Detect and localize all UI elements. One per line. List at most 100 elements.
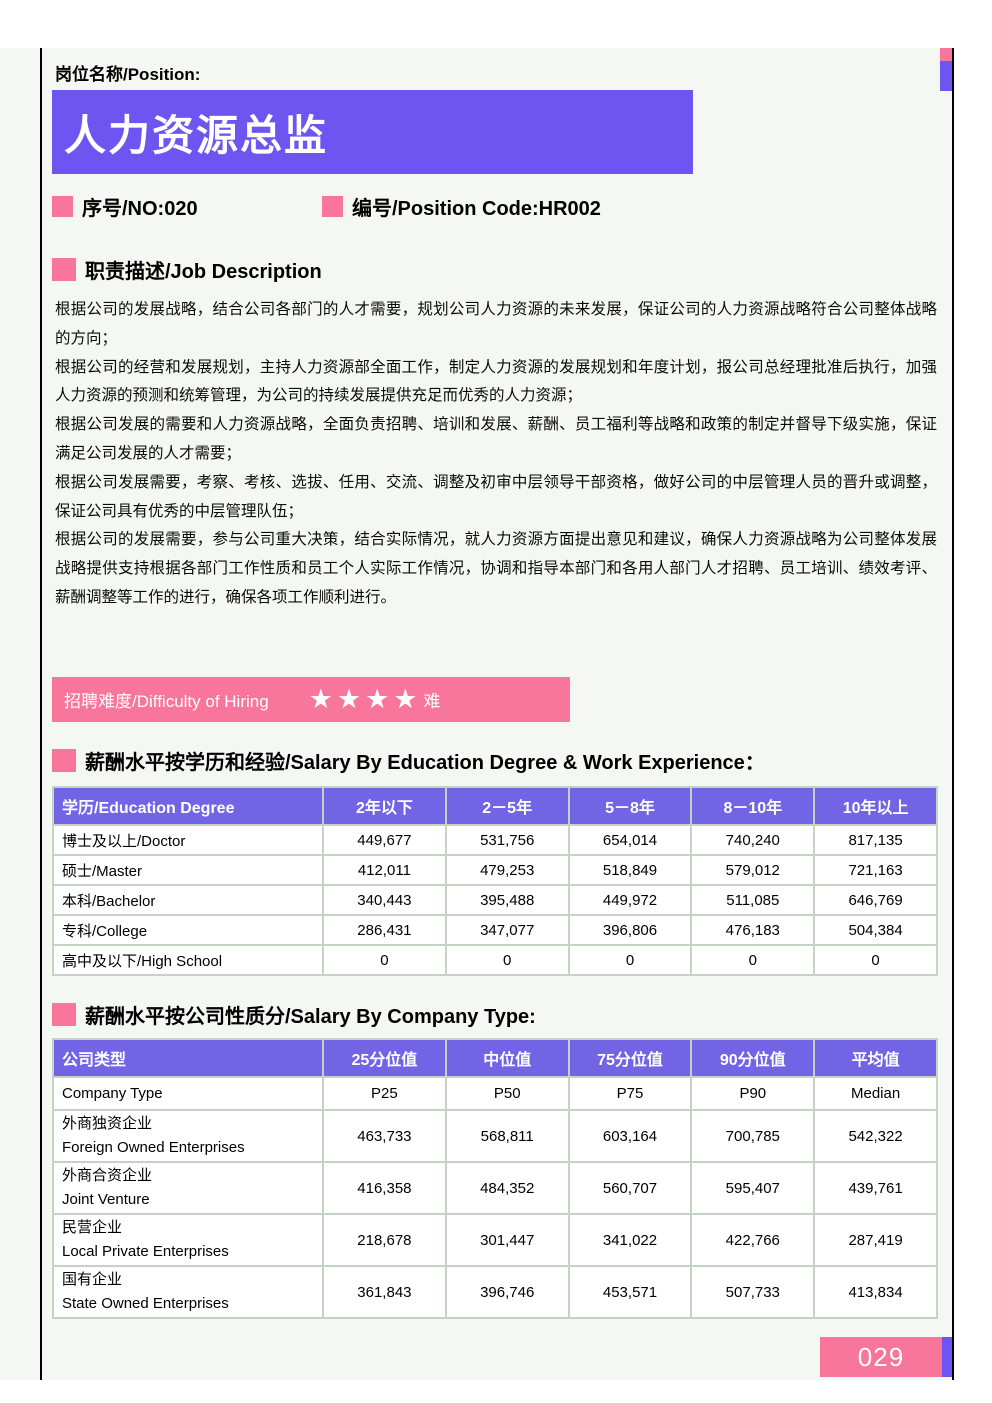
position-title-banner: 人力资源总监: [52, 90, 693, 174]
salary-cell: 568,811: [444, 1109, 570, 1163]
difficulty-suffix: 难: [423, 692, 441, 711]
salary-cell: 0: [444, 944, 570, 976]
pink-square-icon: [52, 196, 73, 217]
company-type-zh: 外商独资企业: [62, 1115, 153, 1132]
company-type-en: Joint Venture: [62, 1191, 150, 1208]
salary-cell: 449,972: [567, 884, 693, 916]
job-description-title: 职责描述/Job Description: [85, 261, 322, 283]
pink-square-icon: [52, 749, 76, 772]
position-code: 编号/Position Code:HR002: [322, 192, 601, 221]
company-type-zh: 民营企业: [62, 1219, 123, 1236]
table-row: 外商合资企业 Joint Venture 416,358 484,352 560…: [52, 1161, 938, 1215]
percentile-label: P75: [567, 1076, 693, 1111]
percentile-label: P90: [690, 1076, 816, 1111]
table-row: 本科/Bachelor 340,443 395,488 449,972 511,…: [52, 884, 938, 916]
salary-cell: 0: [567, 944, 693, 976]
column-header: 学历/Education Degree: [52, 786, 324, 826]
salary-by-company-title: 薪酬水平按公司性质分/Salary By Company Type:: [85, 1006, 536, 1028]
salary-cell: 0: [690, 944, 816, 976]
salary-cell: 479,253: [444, 854, 570, 886]
column-header: 8－10年: [690, 786, 816, 826]
salary-cell: 361,843: [322, 1265, 447, 1319]
salary-cell: 0: [322, 944, 447, 976]
table-row: 民营企业 Local Private Enterprises 218,678 3…: [52, 1213, 938, 1267]
corner-tab-purple: [940, 61, 952, 91]
salary-cell: 341,022: [567, 1213, 693, 1267]
column-header: 10年以上: [813, 786, 938, 826]
salary-cell: 340,443: [322, 884, 447, 916]
salary-cell: 413,834: [813, 1265, 938, 1319]
column-header: 平均值: [813, 1038, 938, 1078]
page-number-purple-strip: [942, 1337, 952, 1377]
salary-cell: 476,183: [690, 914, 816, 946]
salary-cell: 463,733: [322, 1109, 447, 1163]
position-label: 岗位名称/Position:: [55, 65, 201, 84]
serial-number: 序号/NO:020: [52, 192, 198, 221]
company-type-cell: 民营企业 Local Private Enterprises: [52, 1213, 324, 1267]
company-type-cell: 国有企业 State Owned Enterprises: [52, 1265, 324, 1319]
table-header-row: 学历/Education Degree 2年以下 2－5年 5－8年 8－10年…: [52, 786, 938, 826]
position-code-label: 编号/Position Code:HR002: [352, 198, 601, 220]
company-type-en: State Owned Enterprises: [62, 1295, 229, 1312]
company-type-en: Foreign Owned Enterprises: [62, 1139, 245, 1156]
row-label: 专科/College: [52, 914, 324, 946]
pink-square-icon: [52, 258, 76, 281]
salary-cell: 603,164: [567, 1109, 693, 1163]
company-type-zh: 外商合资企业: [62, 1167, 153, 1184]
salary-cell: 301,447: [444, 1213, 570, 1267]
column-header: 90分位值: [690, 1038, 816, 1078]
left-rule-line: [40, 48, 42, 1380]
salary-cell: 700,785: [690, 1109, 816, 1163]
page-number-badge: 029: [820, 1337, 942, 1377]
salary-cell: 518,849: [567, 854, 693, 886]
salary-cell: 646,769: [813, 884, 938, 916]
row-label: 本科/Bachelor: [52, 884, 324, 916]
table-row: 硕士/Master 412,011 479,253 518,849 579,01…: [52, 854, 938, 886]
company-type-cell: 外商独资企业 Foreign Owned Enterprises: [52, 1109, 324, 1163]
percentile-label: Median: [813, 1076, 938, 1111]
star-rating-icon: ★★★★: [308, 684, 422, 714]
meta-row: 序号/NO:020 编号/Position Code:HR002: [52, 192, 938, 221]
salary-cell: 412,011: [322, 854, 447, 886]
company-type-en: Local Private Enterprises: [62, 1243, 229, 1260]
salary-cell: 396,806: [567, 914, 693, 946]
job-description-paragraph: 根据公司发展的需要和人力资源战略，全面负责招聘、培训和发展、薪酬、员工福利等战略…: [55, 416, 937, 462]
salary-cell: 422,766: [690, 1213, 816, 1267]
percentile-label: P50: [444, 1076, 570, 1111]
subheader-label: Company Type: [52, 1076, 324, 1111]
salary-cell: 287,419: [813, 1213, 938, 1267]
salary-by-company-table: 公司类型 25分位值 中位值 75分位值 90分位值 平均值 Company T…: [52, 1038, 938, 1319]
column-header: 2－5年: [444, 786, 570, 826]
salary-cell: 449,677: [322, 824, 447, 856]
job-description-paragraph: 根据公司发展需要，考察、考核、选拔、任用、交流、调整及初审中层领导干部资格，做好…: [55, 473, 937, 520]
salary-cell: 721,163: [813, 854, 938, 886]
page-title: 人力资源总监: [64, 111, 329, 159]
table-row: 专科/College 286,431 347,077 396,806 476,1…: [52, 914, 938, 946]
salary-cell: 507,733: [690, 1265, 816, 1319]
salary-by-education-title: 薪酬水平按学历和经验/Salary By Education Degree & …: [85, 752, 765, 774]
corner-tab-pink: [940, 48, 952, 61]
salary-cell: 286,431: [322, 914, 447, 946]
job-description-paragraph: 根据公司的经营和发展规划，主持人力资源部全面工作，制定人力资源的发展规划和年度计…: [55, 358, 937, 405]
pink-square-icon: [52, 1003, 76, 1026]
serial-number-label: 序号/NO:020: [82, 198, 198, 220]
company-type-cell: 外商合资企业 Joint Venture: [52, 1161, 324, 1215]
salary-by-education-table: 学历/Education Degree 2年以下 2－5年 5－8年 8－10年…: [52, 786, 938, 976]
salary-cell: 579,012: [690, 854, 816, 886]
column-header: 2年以下: [322, 786, 447, 826]
salary-cell: 484,352: [444, 1161, 570, 1215]
salary-cell: 0: [813, 944, 938, 976]
company-type-zh: 国有企业: [62, 1271, 123, 1288]
salary-cell: 542,322: [813, 1109, 938, 1163]
column-header: 5－8年: [567, 786, 693, 826]
salary-cell: 531,756: [444, 824, 570, 856]
salary-cell: 396,746: [444, 1265, 570, 1319]
salary-cell: 595,407: [690, 1161, 816, 1215]
salary-cell: 740,240: [690, 824, 816, 856]
table-subheader-row: Company Type P25 P50 P75 P90 Median: [52, 1076, 938, 1111]
salary-cell: 511,085: [690, 884, 816, 916]
hiring-difficulty-banner: 招聘难度/Difficulty of Hiring ★★★★ 难: [52, 677, 570, 722]
table-row: 国有企业 State Owned Enterprises 361,843 396…: [52, 1265, 938, 1319]
salary-by-education-header: 薪酬水平按学历和经验/Salary By Education Degree & …: [52, 746, 765, 775]
